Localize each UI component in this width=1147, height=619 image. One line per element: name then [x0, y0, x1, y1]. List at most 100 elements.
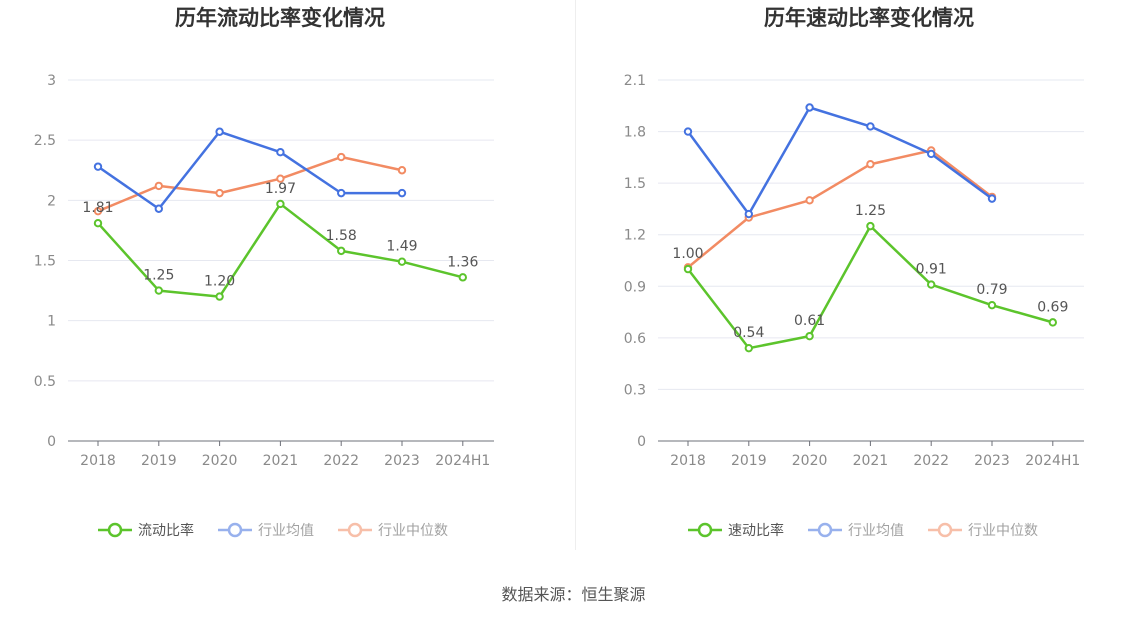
data-point: [397, 188, 407, 198]
data-point: [93, 162, 103, 171]
legend-marker: [107, 522, 123, 538]
panel-divider: [575, 0, 576, 550]
legend-item: 速动比率: [688, 522, 784, 539]
x-tick-label: 2018: [80, 453, 116, 469]
y-tick-label: 0: [637, 434, 646, 450]
legend-label: 速动比率: [728, 522, 784, 539]
data-label: 0.54: [733, 325, 764, 341]
y-tick-label: 0.6: [624, 331, 646, 347]
data-point: [805, 103, 814, 112]
data-point: [744, 343, 754, 353]
data-point: [154, 181, 164, 191]
data-label: 1.81: [82, 200, 113, 216]
data-point: [154, 204, 164, 213]
current-ratio-chart: 历年流动比率变化情况 0 0.5 1 1.5 2 2.5 3 2018 2019 2020 2021 2…: [34, 6, 494, 539]
y-tick-label: 1.2: [624, 228, 646, 244]
x-tick-label: 2024H1: [1025, 453, 1080, 469]
y-tick-label: 1.5: [34, 254, 56, 270]
legend-item: 流动比率: [98, 522, 194, 539]
x-tick-label: 2018: [670, 453, 706, 469]
x-tick-label: 2021: [263, 453, 299, 469]
data-point: [397, 257, 407, 266]
x-tick-label: 2023: [974, 453, 1010, 469]
legend-label: 行业均值: [258, 523, 314, 539]
legend-label: 行业中位数: [968, 523, 1038, 539]
data-point: [683, 264, 693, 274]
data-point: [458, 273, 467, 282]
series-line-1: [97, 130, 402, 211]
data-point: [987, 194, 997, 203]
data-point: [866, 221, 875, 231]
data-label: 1.00: [672, 246, 703, 262]
data-point: [276, 199, 285, 209]
data-point: [276, 174, 285, 183]
data-point: [397, 166, 407, 175]
data-point: [215, 127, 224, 136]
data-point: [927, 149, 936, 159]
data-point: [215, 188, 224, 198]
data-point: [805, 331, 814, 341]
series-line-2: [687, 149, 993, 269]
y-tick-label: 1: [47, 314, 56, 330]
series-line-2: [97, 155, 403, 213]
quick-ratio-chart: 历年速动比率变化情况 0 0.3 0.6 0.9 1.2 1.5 1.8 2.1 2018 2019…: [624, 6, 1084, 539]
data-label: 1.97: [265, 181, 296, 197]
data-label: 0.61: [794, 313, 825, 329]
legend-item: 行业中位数: [338, 522, 448, 539]
y-tick-label: 0.3: [624, 382, 646, 398]
data-label: 0.79: [976, 282, 1007, 298]
x-tick-label: 2020: [202, 453, 238, 469]
x-tick-label: 2019: [141, 453, 177, 469]
data-label: 1.58: [326, 228, 357, 244]
x-tick-label: 2021: [853, 453, 889, 469]
data-point: [805, 196, 814, 205]
data-label: 0.91: [916, 262, 947, 278]
legend-item: 行业中位数: [928, 522, 1038, 539]
data-point: [1048, 318, 1057, 327]
y-tick-label: 3: [47, 73, 56, 89]
series-line-1: [686, 106, 993, 216]
data-point: [683, 127, 693, 136]
data-point: [337, 246, 346, 256]
data-label: 1.36: [447, 254, 478, 270]
x-tick-label: 2019: [731, 453, 767, 469]
legend-item: 行业均值: [218, 522, 314, 539]
data-point: [927, 280, 936, 289]
data-point: [866, 160, 875, 169]
y-tick-label: 2.5: [34, 133, 56, 149]
y-tick-label: 2: [47, 193, 56, 209]
data-label: 1.49: [386, 239, 417, 255]
data-point: [93, 206, 103, 216]
data-point: [93, 218, 103, 228]
x-tick-label: 2020: [792, 453, 828, 469]
data-point: [337, 152, 346, 162]
legend-marker: [817, 522, 833, 538]
legend-label: 行业均值: [848, 523, 904, 539]
y-tick-label: 0: [47, 434, 56, 450]
data-point: [866, 122, 875, 131]
data-point: [987, 300, 997, 310]
y-tick-label: 1.5: [624, 176, 646, 192]
y-tick-label: 1.8: [624, 125, 646, 141]
chart-title: 历年速动比率变化情况: [764, 6, 974, 30]
data-point: [744, 209, 754, 219]
legend-item: 行业均值: [808, 522, 904, 539]
x-tick-label: 2023: [384, 453, 420, 469]
y-tick-label: 2.1: [624, 73, 646, 89]
x-tick-label: 2022: [323, 453, 359, 469]
quick-ratio-chart-panel: 历年速动比率变化情况 0 0.3 0.6 0.9 1.2 1.5 1.8 2.1 2018 2019…: [577, 0, 1147, 560]
data-source: 数据来源：恒生聚源: [501, 585, 646, 604]
current-ratio-chart-panel: 历年流动比率变化情况 0 0.5 1 1.5 2 2.5 3 2018 2019 2020 2021 2…: [0, 0, 575, 560]
legend-label: 行业中位数: [378, 523, 448, 539]
data-label: 1.20: [204, 274, 235, 290]
data-point: [154, 286, 164, 295]
data-label: 1.25: [855, 203, 886, 219]
data-label: 1.25: [143, 268, 174, 284]
legend-marker: [227, 522, 243, 538]
data-point: [215, 292, 224, 301]
y-tick-label: 0.9: [624, 279, 646, 295]
chart-title: 历年流动比率变化情况: [175, 6, 385, 30]
x-tick-label: 2022: [913, 453, 949, 469]
x-tick-label: 2024H1: [435, 453, 490, 469]
legend-marker: [937, 522, 953, 538]
